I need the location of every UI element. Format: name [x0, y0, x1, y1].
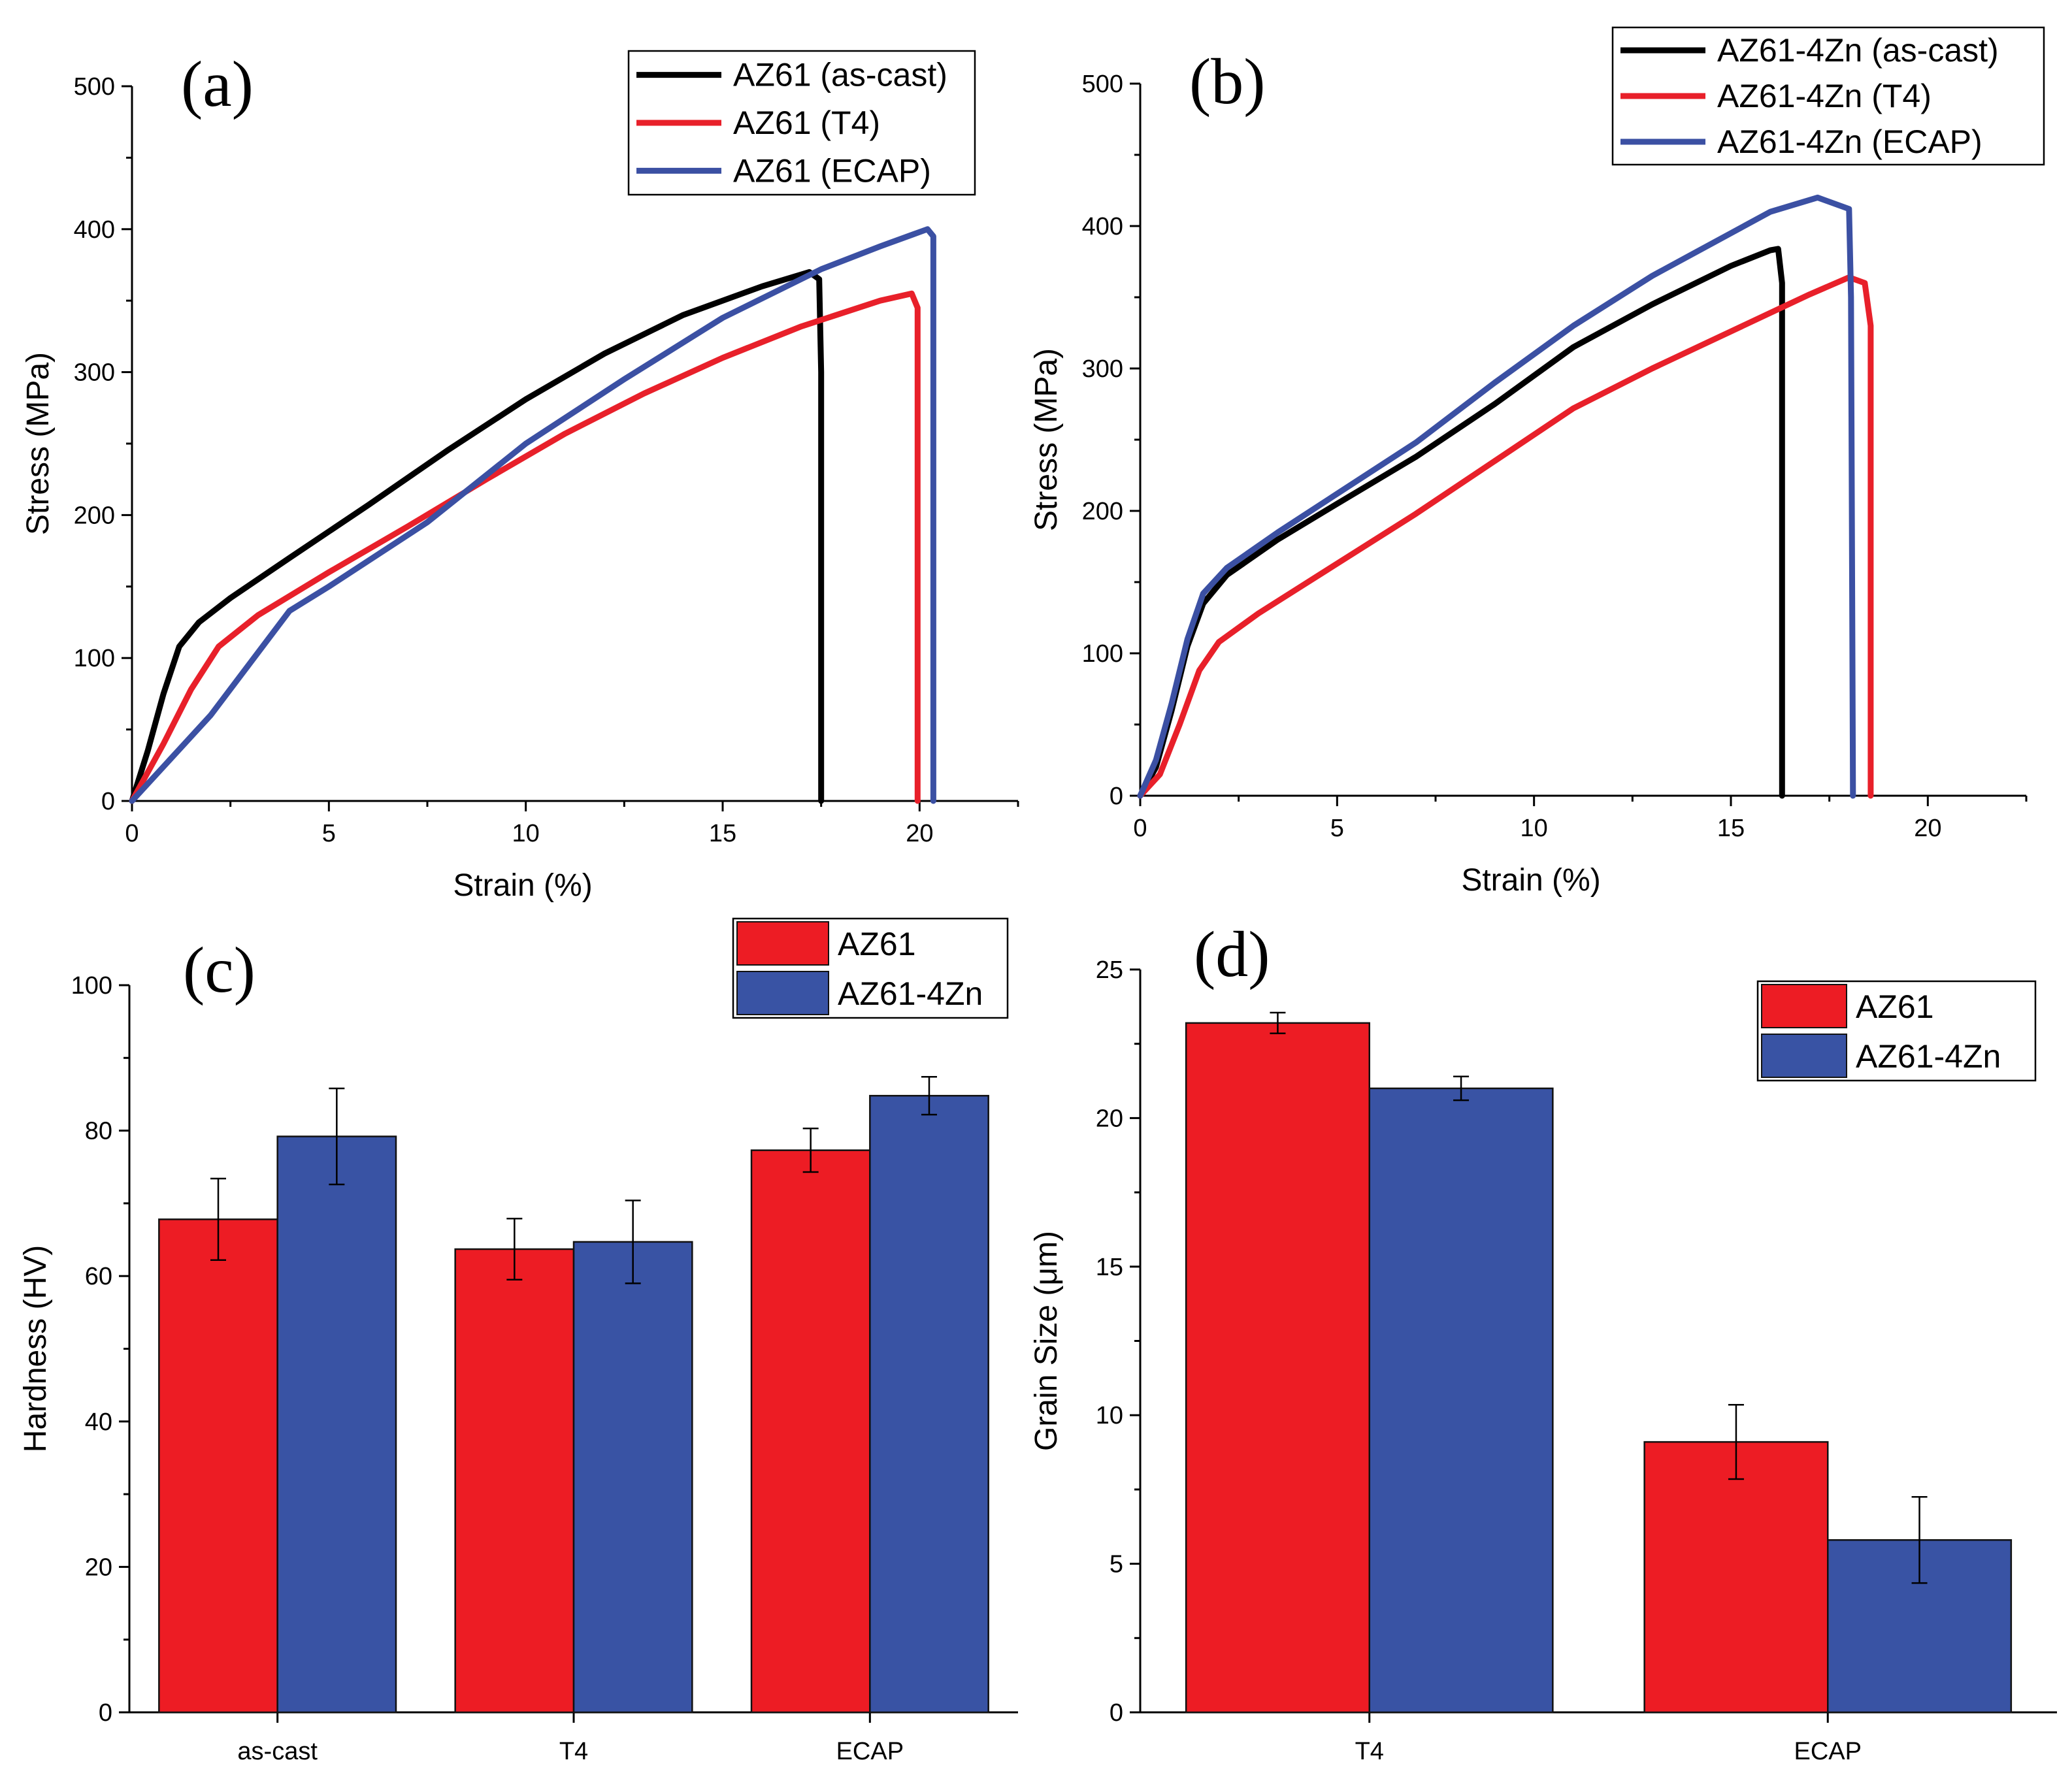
panel-d-legend-label: AZ61-4Zn: [1856, 1038, 2001, 1075]
panel-a-y-tick-label: 0: [101, 788, 115, 815]
panel-c-category-label: T4: [559, 1738, 588, 1765]
panel-d-bar-1-0: [1368, 1087, 1554, 1714]
panel-c: 0 20 40 60 80 100 as-cast T4 ECAP Hardness (HV) (c…: [18, 917, 1018, 1765]
panel-c-bar-0-0: [158, 1218, 278, 1714]
panel-b-legend-label: AZ61-4Zn (ECAP): [1717, 123, 1982, 160]
panel-a-series-line-0: [129, 269, 825, 804]
panel-c-legend-swatch: [736, 921, 829, 966]
panel-d-bar-0-1: [1643, 1441, 1829, 1714]
panel-a-y-axis-title: Stress (MPa): [21, 352, 56, 535]
panel-a-y-tick-label: 400: [74, 216, 115, 244]
panel-a-y-tick-label: 200: [74, 502, 115, 529]
panel-b-x-tick-label: 0: [1133, 815, 1147, 842]
panel-b-legend-label: AZ61-4Zn (as-cast): [1717, 32, 1999, 69]
panel-c-legend-label: AZ61: [838, 926, 916, 962]
panel-a-legend: AZ61 (as-cast) AZ61 (T4) AZ61 (ECAP): [627, 50, 976, 196]
panel-d-y-tick-label: 10: [1096, 1402, 1123, 1429]
panel-c-category-label: ECAP: [836, 1738, 904, 1765]
panel-a-label: (a): [181, 48, 254, 120]
panel-a-x-tick-label: 15: [709, 820, 736, 847]
panel-d-legend-swatch: [1761, 984, 1847, 1028]
panel-a-y-tick-label: 300: [74, 359, 115, 387]
panel-c-legend-swatch: [736, 971, 829, 1015]
panel-b-legend-label: AZ61-4Zn (T4): [1717, 78, 1932, 114]
panel-a-legend-label: AZ61 (T4): [733, 105, 880, 141]
panel-d-y-tick-label: 15: [1096, 1254, 1123, 1281]
panel-a-legend-label: AZ61 (ECAP): [733, 152, 931, 189]
panel-b-y-axis-title: Stress (MPa): [1029, 348, 1064, 531]
panel-a-x-tick-label: 5: [322, 820, 336, 847]
panel-b: 0 100 200 300 400 500 0 5 10 15 20 Strain (%) Stress…: [1029, 26, 2045, 898]
panel-d-legend-label: AZ61: [1856, 988, 1934, 1025]
panel-c-bar-0-1: [454, 1248, 575, 1714]
panel-d-category-label: ECAP: [1794, 1738, 1862, 1765]
panel-c-legend: AZ61 AZ61-4Zn: [732, 917, 1009, 1019]
panel-d-y-tick-label: 20: [1096, 1105, 1123, 1132]
panel-b-series-line-2: [1137, 194, 1856, 799]
panel-d-y-tick-label: 25: [1096, 956, 1123, 984]
panel-c-y-tick-label: 20: [85, 1554, 112, 1581]
panel-a-y-tick-label: 100: [74, 645, 115, 672]
panel-b-x-axis-title: Strain (%): [1461, 863, 1600, 898]
panel-b-x-tick-label: 20: [1914, 815, 1941, 842]
panel-a-x-axis-title: Strain (%): [453, 868, 592, 903]
panel-a-x-tick-label: 0: [125, 820, 139, 847]
panel-b-y-tick-label: 300: [1082, 355, 1123, 383]
panel-b-x-tick-label: 15: [1717, 815, 1745, 842]
panel-c-y-tick-label: 40: [85, 1409, 112, 1436]
panel-b-y-tick-label: 0: [1110, 783, 1123, 810]
panel-c-y-tick-label: 0: [99, 1699, 112, 1727]
panel-c-y-tick-label: 80: [85, 1118, 112, 1145]
panel-d-y-axis-title: Grain Size (μm): [1029, 1231, 1064, 1451]
panel-c-bar-1-2: [869, 1094, 989, 1714]
panel-b-legend: AZ61-4Zn (as-cast) AZ61-4Zn (T4) AZ61-4Zn …: [1611, 26, 2045, 166]
panel-a-series-line-2: [129, 226, 936, 804]
panel-c-y-axis-title: Hardness (HV): [18, 1245, 53, 1452]
panel-a-x-tick-label: 10: [512, 820, 540, 847]
panel-d-label: (d): [1194, 918, 1270, 990]
panel-c-bar-1-1: [572, 1241, 693, 1714]
panel-b-y-tick-label: 500: [1082, 71, 1123, 98]
panel-c-bar-1-0: [276, 1135, 397, 1714]
panel-b-series-line-1: [1137, 274, 1874, 799]
panel-a-x-tick-label: 20: [906, 820, 933, 847]
panel-c-bar-0-2: [750, 1149, 871, 1714]
panel-c-category-label: as-cast: [237, 1738, 318, 1765]
panel-c-label: (c): [183, 934, 255, 1006]
panel-b-label: (b): [1189, 45, 1266, 118]
panel-b-y-tick-label: 400: [1082, 213, 1123, 240]
panel-a-series-line-1: [129, 290, 921, 804]
panel-b-y-tick-label: 200: [1082, 498, 1123, 525]
panel-a-y-tick-label: 500: [74, 73, 115, 101]
panel-c-legend-label: AZ61-4Zn: [838, 975, 983, 1012]
panel-c-y-tick-label: 60: [85, 1263, 112, 1290]
panel-b-x-tick-label: 5: [1330, 815, 1344, 842]
panel-d-category-label: T4: [1355, 1738, 1384, 1765]
panel-a-legend-label: AZ61 (as-cast): [733, 57, 947, 93]
panel-a: 0 100 200 300 400 500 0 5 10 15 20 Strain (%) Stress…: [21, 48, 1019, 903]
panel-b-x-tick-label: 10: [1521, 815, 1548, 842]
panel-b-series-line-0: [1137, 246, 1785, 799]
panel-b-y-tick-label: 100: [1082, 640, 1123, 668]
panel-d-y-tick-label: 0: [1110, 1699, 1123, 1727]
panel-c-y-tick-label: 100: [71, 972, 112, 1000]
panel-d-legend: AZ61 AZ61-4Zn: [1756, 980, 2037, 1082]
panel-d-y-tick-label: 5: [1110, 1551, 1123, 1578]
panel-d-bar-0-0: [1185, 1022, 1371, 1714]
panel-d-legend-swatch: [1761, 1034, 1847, 1078]
